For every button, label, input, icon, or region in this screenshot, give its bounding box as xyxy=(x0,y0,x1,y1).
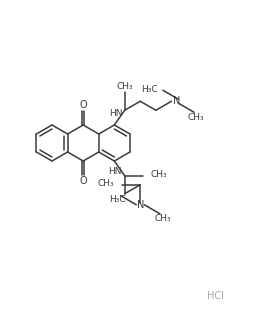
Text: N: N xyxy=(173,96,180,106)
Text: CH₃: CH₃ xyxy=(116,82,133,91)
Text: N: N xyxy=(137,200,144,210)
Text: H₃C: H₃C xyxy=(141,85,158,94)
Text: CH₃: CH₃ xyxy=(155,214,171,223)
Text: CH₃: CH₃ xyxy=(98,179,114,188)
Text: HCl: HCl xyxy=(207,291,224,301)
Text: O: O xyxy=(79,176,87,185)
Text: HN: HN xyxy=(108,167,121,176)
Text: CH₃: CH₃ xyxy=(151,170,167,179)
Text: H₃C: H₃C xyxy=(109,195,126,204)
Text: O: O xyxy=(79,100,87,110)
Text: HN: HN xyxy=(109,109,122,118)
Text: CH₃: CH₃ xyxy=(188,113,204,122)
